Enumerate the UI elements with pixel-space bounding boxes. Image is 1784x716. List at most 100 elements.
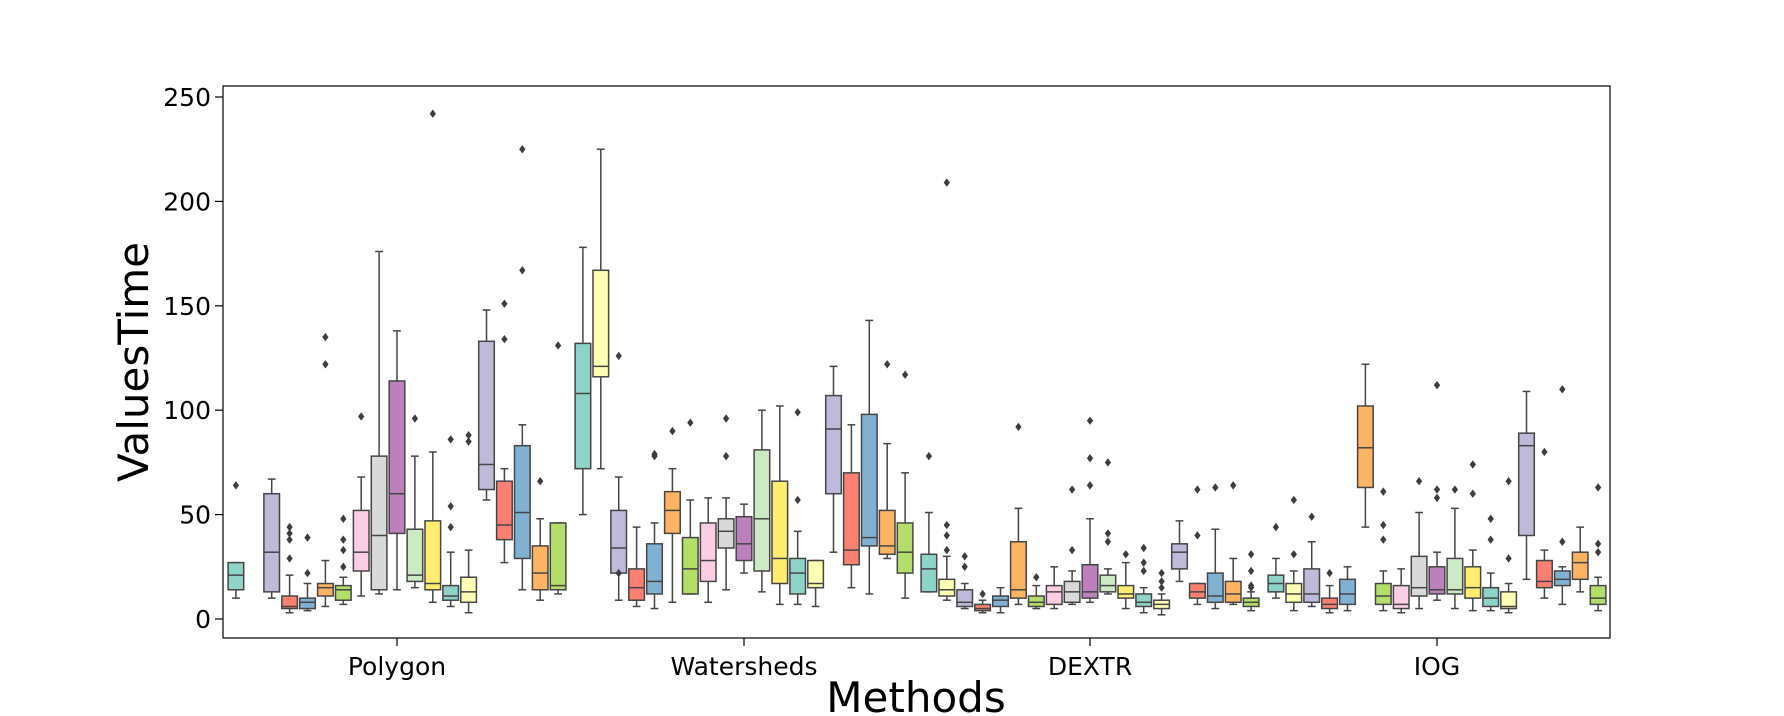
- box-iqr: [1081, 563, 1099, 599]
- box-iqr: [1117, 584, 1135, 599]
- box: [549, 341, 567, 595]
- box-iqr: [442, 584, 460, 601]
- outlier-point: [340, 514, 347, 523]
- outlier-point: [1559, 537, 1566, 546]
- box: [281, 522, 299, 614]
- box: [807, 559, 825, 608]
- box: [1099, 458, 1117, 595]
- box: [1224, 481, 1242, 606]
- box-iqr: [316, 582, 334, 597]
- outlier-point: [429, 109, 436, 118]
- outlier-point: [1541, 447, 1548, 457]
- box-iqr: [1482, 586, 1500, 608]
- outlier-point: [1158, 568, 1165, 578]
- box-iqr: [1321, 597, 1339, 610]
- y-tick-label: 250: [163, 83, 211, 112]
- x-axis-title: Methods: [826, 673, 1005, 716]
- box: [753, 409, 771, 593]
- box-iqr: [1356, 405, 1374, 489]
- outlier-point: [1158, 577, 1165, 586]
- box-iqr: [771, 480, 789, 585]
- group-iog: [1267, 363, 1607, 614]
- outlier-point: [1380, 535, 1387, 544]
- outlier-point: [1326, 568, 1333, 578]
- box: [352, 412, 370, 597]
- outlier-point: [1104, 529, 1112, 538]
- outlier-point: [1086, 481, 1094, 490]
- outlier-point: [286, 529, 293, 538]
- box: [896, 370, 914, 599]
- box-iqr: [663, 490, 681, 535]
- box: [1170, 520, 1189, 583]
- outlier-point: [794, 408, 801, 417]
- outlier-point: [615, 568, 622, 578]
- outlier-point: [1380, 520, 1387, 530]
- box: [592, 148, 610, 470]
- box-iqr: [610, 509, 628, 574]
- box-iqr: [807, 559, 825, 589]
- box-iqr: [991, 595, 1010, 608]
- box: [789, 408, 807, 606]
- box-iqr: [1517, 432, 1536, 537]
- outlier-point: [465, 437, 472, 446]
- box: [645, 449, 664, 610]
- x-tick-label: Watersheds: [670, 652, 817, 681]
- box-iqr: [628, 568, 646, 601]
- box: [1464, 460, 1482, 612]
- box-iqr: [1446, 557, 1464, 595]
- box-iqr: [1500, 591, 1518, 610]
- box: [1267, 522, 1285, 599]
- box: [1410, 476, 1428, 610]
- x-tick-label: IOG: [1414, 652, 1460, 681]
- outlier-point: [340, 545, 347, 555]
- outlier-point: [901, 370, 909, 379]
- box: [974, 589, 992, 614]
- box: [1321, 568, 1339, 614]
- outlier-point: [1380, 487, 1387, 496]
- outlier-point: [1487, 535, 1494, 544]
- plot-frame: [222, 85, 1611, 639]
- box: [717, 414, 735, 591]
- box: [663, 426, 681, 604]
- box-iqr: [460, 576, 478, 604]
- box: [406, 414, 424, 589]
- box-iqr: [495, 480, 513, 541]
- outlier-point: [1122, 550, 1129, 559]
- outlier-point: [447, 522, 454, 532]
- box: [920, 451, 938, 593]
- outlier-point: [1594, 539, 1602, 549]
- outlier-point: [961, 562, 968, 571]
- outlier-point: [447, 435, 454, 444]
- outlier-point: [1194, 531, 1201, 540]
- y-tick-label: 200: [163, 187, 211, 216]
- box: [771, 405, 789, 606]
- box-iqr: [263, 492, 281, 593]
- outlier-point: [615, 351, 622, 361]
- outlier-point: [1272, 522, 1280, 532]
- box-iqr: [1553, 570, 1571, 587]
- box: [878, 360, 896, 560]
- outlier-point: [286, 554, 293, 563]
- outlier-point: [1247, 566, 1255, 576]
- outlier-point: [519, 266, 526, 275]
- box-iqr: [753, 449, 771, 572]
- box-iqr: [334, 584, 352, 601]
- box: [842, 424, 860, 589]
- box: [1553, 385, 1571, 606]
- box: [1374, 487, 1392, 612]
- outlier-point: [322, 360, 329, 369]
- box-iqr: [477, 340, 496, 491]
- box-iqr: [1392, 584, 1410, 610]
- box: [370, 250, 388, 595]
- box-iqr: [227, 561, 245, 591]
- outlier-point: [1212, 483, 1219, 492]
- plot-background: [223, 86, 1610, 638]
- box-iqr: [896, 522, 914, 574]
- outlier-point: [1433, 380, 1441, 390]
- box: [1500, 476, 1518, 614]
- box: [1338, 566, 1357, 612]
- box-iqr: [424, 520, 442, 591]
- box: [263, 478, 281, 599]
- group-dextr: [920, 178, 1260, 616]
